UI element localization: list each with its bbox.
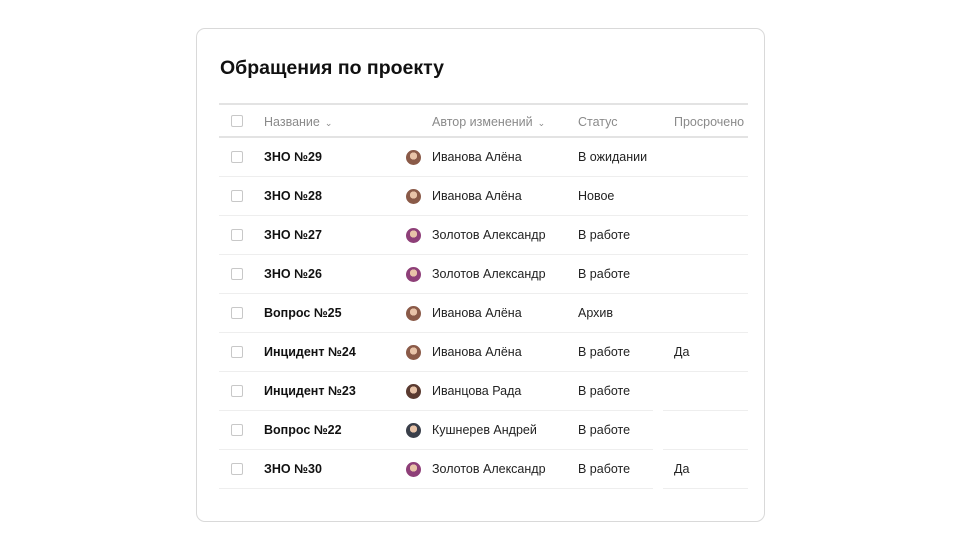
row-checkbox[interactable] [231, 190, 243, 202]
status-text: В работе [578, 462, 631, 476]
table-row[interactable]: ЗНО №29 Иванова Алёна В ожидании [219, 138, 748, 177]
author-name: Иванова Алёна [432, 345, 522, 359]
request-name[interactable]: Инцидент №23 [264, 384, 356, 398]
table-row[interactable]: ЗНО №30 Золотов Александр В работе Да [219, 450, 748, 489]
status-text: Новое [578, 189, 615, 203]
overdue-text: Да [674, 462, 690, 476]
column-label: Автор изменений [432, 115, 533, 129]
status-text: Архив [578, 306, 614, 320]
avatar [406, 189, 421, 204]
request-name[interactable]: Инцидент №24 [264, 345, 356, 359]
row-divider [663, 448, 748, 450]
author-name: Золотов Александр [432, 462, 546, 476]
avatar [406, 306, 421, 321]
author-name: Золотов Александр [432, 228, 546, 242]
status-text: В работе [578, 384, 631, 398]
avatar [406, 267, 421, 282]
column-header-status[interactable]: Статус [578, 115, 618, 129]
requests-card: Обращения по проекту Название ⌄ Автор изм… [196, 28, 765, 522]
request-name[interactable]: ЗНО №26 [264, 267, 322, 281]
request-name[interactable]: ЗНО №27 [264, 228, 322, 242]
author-name: Золотов Александр [432, 267, 546, 281]
row-checkbox[interactable] [231, 268, 243, 280]
table-row[interactable]: Вопрос №22 Кушнерев Андрей В работе [219, 411, 748, 450]
request-name[interactable]: Вопрос №22 [264, 423, 342, 437]
row-checkbox[interactable] [231, 307, 243, 319]
overdue-text: Да [674, 345, 690, 359]
status-text: В ожидании [578, 150, 648, 164]
row-divider [219, 409, 653, 411]
row-divider [663, 409, 748, 411]
requests-table: Название ⌄ Автор изменений ⌄ Статус Просро… [219, 103, 748, 489]
table-row[interactable]: ЗНО №27 Золотов Александр В работе [219, 216, 748, 255]
author-name: Иванцова Рада [432, 384, 522, 398]
row-divider [219, 292, 748, 294]
avatar [406, 462, 421, 477]
row-checkbox[interactable] [231, 151, 243, 163]
author-name: Иванова Алёна [432, 150, 522, 164]
status-text: В работе [578, 267, 631, 281]
avatar [406, 423, 421, 438]
row-divider [219, 487, 653, 489]
chevron-down-icon: ⌄ [324, 118, 333, 128]
column-label: Название [264, 115, 320, 129]
author-name: Иванова Алёна [432, 189, 522, 203]
row-divider [219, 175, 748, 177]
row-checkbox[interactable] [231, 424, 243, 436]
request-name[interactable]: Вопрос №25 [264, 306, 342, 320]
chevron-down-icon: ⌄ [537, 118, 546, 128]
avatar [406, 228, 421, 243]
request-name[interactable]: ЗНО №29 [264, 150, 322, 164]
row-checkbox[interactable] [231, 346, 243, 358]
table-row[interactable]: ЗНО №28 Иванова Алёна Новое [219, 177, 748, 216]
status-text: В работе [578, 228, 631, 242]
avatar [406, 384, 421, 399]
avatar [406, 345, 421, 360]
row-divider [219, 370, 748, 372]
table-row[interactable]: Вопрос №25 Иванова Алёна Архив [219, 294, 748, 333]
author-name: Кушнерев Андрей [432, 423, 537, 437]
column-header-name[interactable]: Название ⌄ [264, 115, 332, 129]
select-all-checkbox[interactable] [231, 115, 243, 127]
request-name[interactable]: ЗНО №28 [264, 189, 322, 203]
table-row[interactable]: ЗНО №26 Золотов Александр В работе [219, 255, 748, 294]
table-row[interactable]: Инцидент №23 Иванцова Рада В работе [219, 372, 748, 411]
row-checkbox[interactable] [231, 229, 243, 241]
column-header-overdue[interactable]: Просрочено [674, 115, 745, 129]
table-row[interactable]: Инцидент №24 Иванова Алёна В работе Да [219, 333, 748, 372]
status-text: В работе [578, 423, 631, 437]
table-header: Название ⌄ Автор изменений ⌄ Статус Просро… [219, 103, 748, 138]
row-divider [663, 487, 748, 489]
row-divider [219, 253, 748, 255]
row-divider [219, 214, 748, 216]
avatar [406, 150, 421, 165]
row-divider [219, 448, 653, 450]
column-header-author[interactable]: Автор изменений ⌄ [432, 115, 545, 129]
row-checkbox[interactable] [231, 385, 243, 397]
row-checkbox[interactable] [231, 463, 243, 475]
page-title: Обращения по проекту [220, 57, 445, 79]
status-text: В работе [578, 345, 631, 359]
author-name: Иванова Алёна [432, 306, 522, 320]
row-divider [219, 331, 748, 333]
request-name[interactable]: ЗНО №30 [264, 462, 322, 476]
